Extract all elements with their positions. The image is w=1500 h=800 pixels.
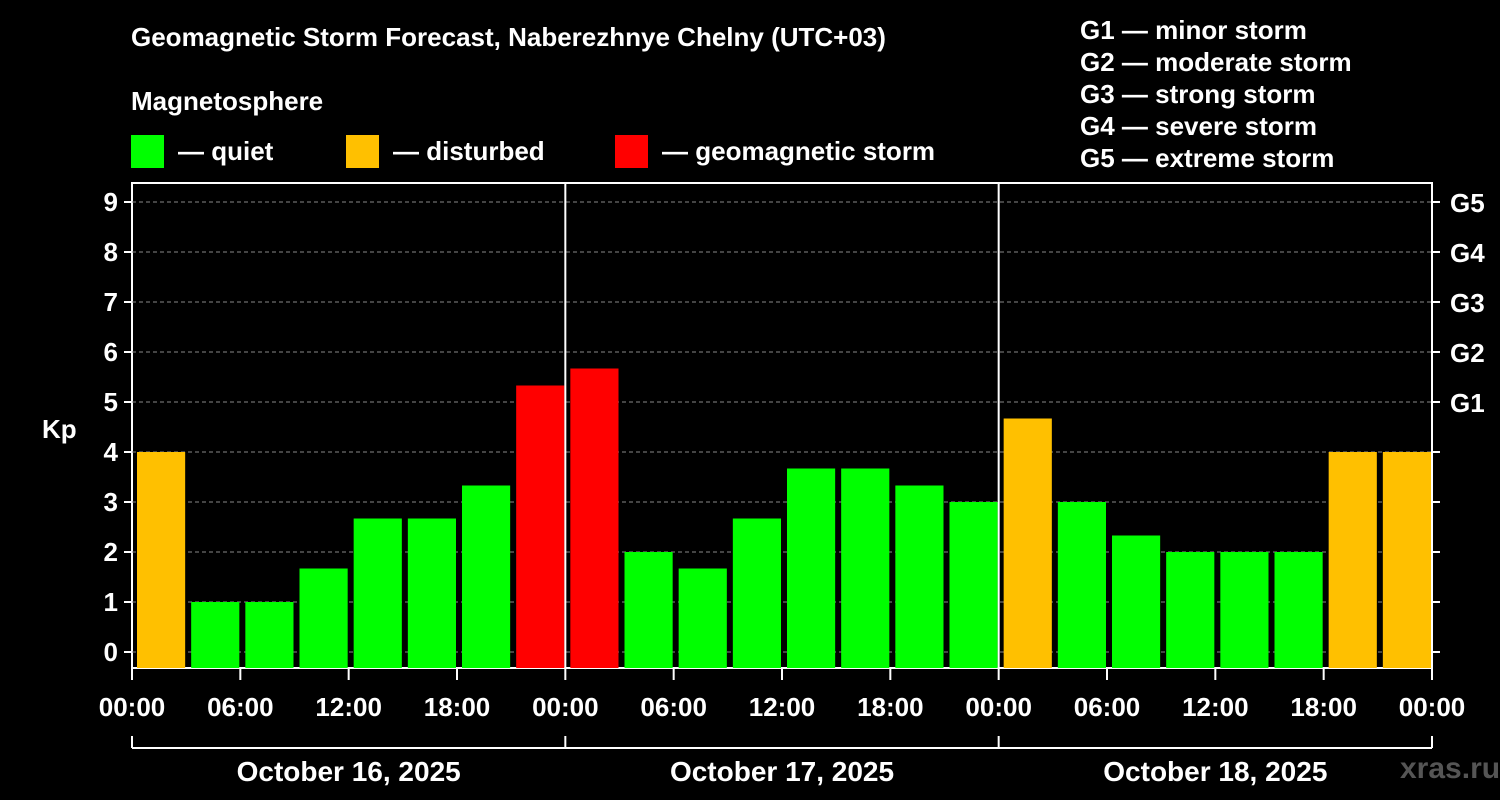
kp-bar — [299, 568, 348, 668]
legend-disturbed: — disturbed — [346, 134, 545, 168]
kp-bar — [1274, 552, 1323, 668]
g-scale-legend: G1 — minor storm G2 — moderate storm G3 … — [1080, 14, 1352, 174]
y-tick-label: 2 — [104, 537, 118, 567]
kp-bar — [191, 602, 240, 668]
g-tick-label: G4 — [1450, 238, 1485, 268]
kp-bar — [516, 385, 565, 668]
kp-bar — [1166, 552, 1215, 668]
chart-title: Geomagnetic Storm Forecast, Naberezhnye … — [131, 22, 886, 52]
kp-bar — [678, 568, 727, 668]
legend-storm-label: — geomagnetic storm — [662, 135, 936, 166]
legend-quiet-swatch — [131, 134, 164, 168]
kp-bar — [624, 552, 673, 668]
x-tick-label: 18:00 — [857, 692, 924, 722]
y-tick-label: 4 — [104, 437, 119, 467]
y-tick-label: 1 — [104, 587, 118, 617]
x-tick-label: 00:00 — [1399, 692, 1466, 722]
date-label: October 17, 2025 — [670, 756, 894, 787]
y-tick-label: 9 — [104, 187, 118, 217]
kp-bar — [462, 485, 511, 668]
kp-bar — [1220, 552, 1269, 668]
y-axis-label: Kp — [42, 414, 77, 444]
kp-bar — [1382, 452, 1431, 668]
legend-quiet: — quiet — [131, 134, 273, 168]
x-tick-label: 12:00 — [749, 692, 816, 722]
legend-heading: Magnetosphere — [131, 86, 324, 116]
x-tick-label: 12:00 — [315, 692, 382, 722]
kp-bar — [787, 468, 836, 668]
g-scale-g3: G3 — strong storm — [1080, 79, 1316, 109]
legend-disturbed-swatch — [346, 134, 379, 168]
kp-bar — [732, 518, 781, 668]
g-tick-label: G1 — [1450, 388, 1485, 418]
x-tick-label: 06:00 — [640, 692, 707, 722]
kp-bar — [570, 368, 619, 668]
kp-bar — [407, 518, 456, 668]
g-scale-g1: G1 — minor storm — [1080, 15, 1307, 45]
kp-bar — [1057, 502, 1106, 668]
kp-bar — [1112, 535, 1161, 668]
g-tick-label: G3 — [1450, 288, 1485, 318]
kp-bar — [353, 518, 402, 668]
kp-bar — [137, 452, 186, 668]
x-tick-label: 06:00 — [1074, 692, 1141, 722]
g-tick-label: G5 — [1450, 188, 1485, 218]
x-tick-label: 18:00 — [424, 692, 491, 722]
kp-bar — [1328, 452, 1377, 668]
y-tick-label: 7 — [104, 287, 118, 317]
g-tick-label: G2 — [1450, 338, 1485, 368]
g-scale-g2: G2 — moderate storm — [1080, 47, 1352, 77]
x-tick-label: 18:00 — [1290, 692, 1357, 722]
legend-storm: — geomagnetic storm — [615, 134, 935, 168]
y-tick-label: 5 — [104, 387, 118, 417]
y-tick-label: 6 — [104, 337, 118, 367]
y-tick-label: 8 — [104, 237, 118, 267]
kp-bar — [949, 502, 998, 668]
legend-disturbed-label: — disturbed — [393, 135, 545, 166]
x-tick-label: 12:00 — [1182, 692, 1249, 722]
g-scale-g4: G4 — severe storm — [1080, 111, 1318, 141]
legend-quiet-label: — quiet — [178, 135, 274, 166]
x-tick-label: 00:00 — [532, 692, 599, 722]
date-label: October 16, 2025 — [237, 756, 461, 787]
legend-storm-swatch — [615, 134, 648, 168]
g-scale-g5: G5 — extreme storm — [1080, 143, 1335, 173]
kp-bar — [841, 468, 890, 668]
kp-bar — [1003, 418, 1052, 668]
y-tick-label: 3 — [104, 487, 118, 517]
watermark: xras.ru — [1400, 752, 1500, 785]
y-tick-label: 0 — [104, 637, 118, 667]
kp-bar — [895, 485, 944, 668]
date-label: October 18, 2025 — [1103, 756, 1327, 787]
x-tick-label: 00:00 — [99, 692, 166, 722]
kp-bar — [245, 602, 294, 668]
x-tick-label: 06:00 — [207, 692, 274, 722]
x-tick-label: 00:00 — [965, 692, 1032, 722]
